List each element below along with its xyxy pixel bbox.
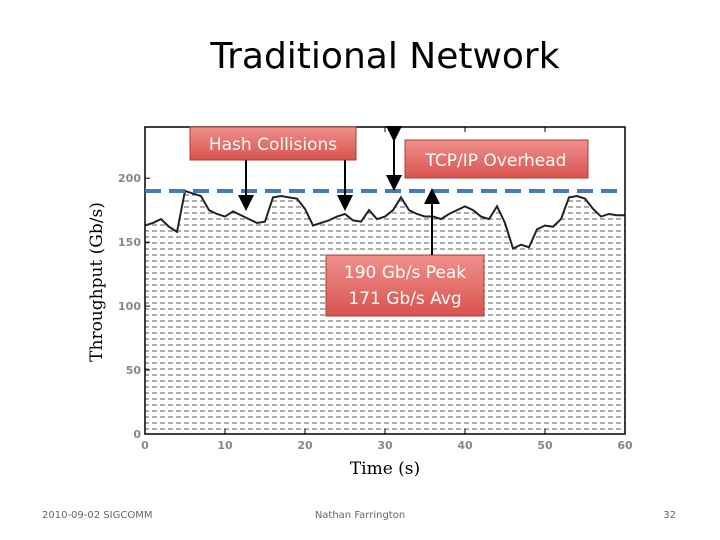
y-axis-label: Throughput (Gb/s) — [87, 202, 107, 362]
annotation-box — [189, 126, 357, 161]
x-tick-label: 0 — [141, 439, 149, 452]
x-tick-label: 50 — [537, 439, 553, 452]
y-tick-label: 200 — [118, 172, 141, 185]
slide-title: Traditional Network — [209, 36, 559, 77]
footer-right: 32 — [663, 510, 676, 521]
annotation-text: 190 Gb/s Peak — [344, 263, 466, 283]
y-tick-label: 150 — [118, 236, 141, 249]
x-tick-label: 30 — [377, 439, 393, 452]
x-tick-label: 60 — [617, 439, 633, 452]
x-tick-label: 10 — [217, 439, 233, 452]
x-tick-label: 40 — [457, 439, 473, 452]
x-axis-label: Time (s) — [350, 459, 420, 479]
y-tick-label: 50 — [126, 364, 142, 377]
annotation-text: Hash Collisions — [209, 135, 337, 155]
annotation-box — [325, 254, 485, 317]
annotation-text: TCP/IP Overhead — [425, 151, 567, 171]
x-tick-label: 20 — [297, 439, 313, 452]
y-tick-label: 100 — [118, 300, 141, 313]
annotation-text: 171 Gb/s Avg — [348, 289, 461, 309]
y-tick-label: 0 — [133, 428, 141, 441]
footer-center: Nathan Farrington — [315, 510, 405, 521]
throughput-line — [144, 189, 625, 250]
annotation-box — [404, 139, 589, 179]
footer-left: 2010-09-02 SIGCOMM — [42, 510, 152, 521]
